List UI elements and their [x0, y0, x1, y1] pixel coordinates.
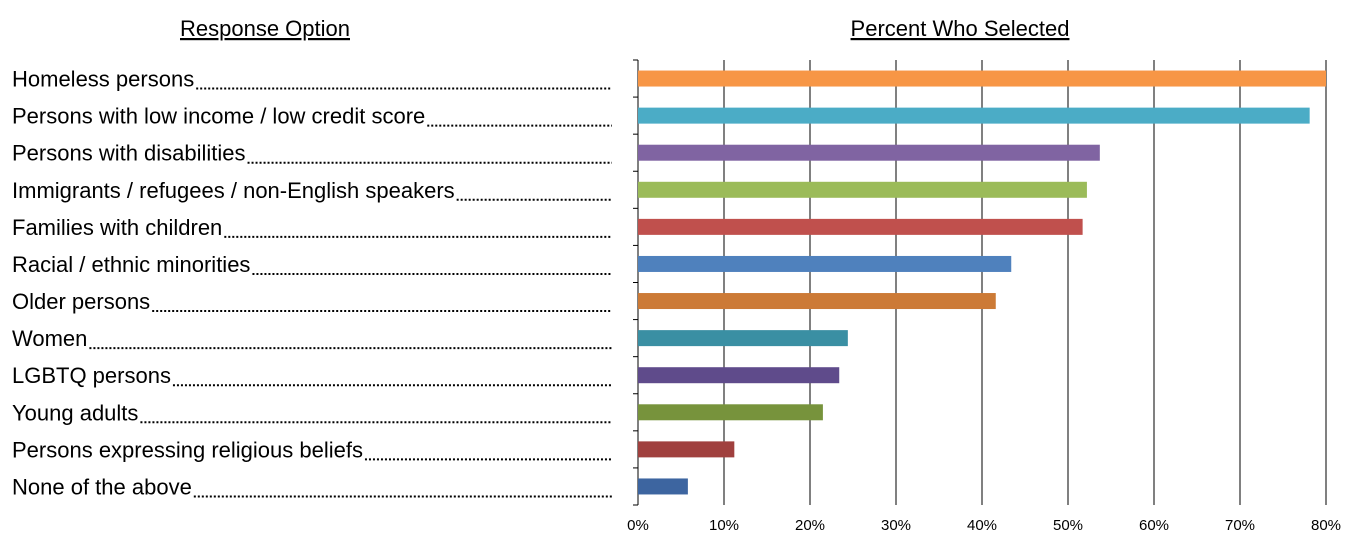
x-tick-label: 70% — [1225, 517, 1255, 534]
category-label: Persons with low income / low credit sco… — [12, 104, 425, 129]
category-label: Immigrants / refugees / non-English spea… — [12, 178, 455, 203]
x-tick-label: 0% — [627, 517, 649, 534]
category-label: Persons expressing religious beliefs — [12, 437, 363, 462]
category-label: LGBTQ persons — [12, 363, 171, 388]
category-header: Response Option — [180, 16, 350, 41]
category-label: Young adults — [12, 400, 138, 425]
bar — [638, 330, 848, 347]
bar — [638, 293, 996, 310]
x-tick-label: 30% — [881, 517, 911, 534]
x-tick-label: 10% — [709, 517, 739, 534]
category-label: None of the above — [12, 474, 192, 499]
bar — [638, 107, 1310, 124]
x-tick-label: 80% — [1311, 517, 1341, 534]
x-tick-label: 20% — [795, 517, 825, 534]
category-label: Women — [12, 326, 87, 351]
bar — [638, 70, 1326, 87]
value-header: Percent Who Selected — [851, 16, 1070, 41]
category-label: Homeless persons — [12, 67, 194, 92]
x-tick-label: 40% — [967, 517, 997, 534]
bar — [638, 218, 1083, 235]
category-label: Racial / ethnic minorities — [12, 252, 250, 277]
bar — [638, 367, 840, 384]
bar — [638, 404, 823, 421]
bar — [638, 181, 1087, 198]
x-tick-label: 50% — [1053, 517, 1083, 534]
bar — [638, 144, 1100, 161]
x-tick-label: 60% — [1139, 517, 1169, 534]
bar — [638, 478, 688, 495]
category-label: Older persons — [12, 289, 150, 314]
category-label: Families with children — [12, 215, 222, 240]
category-label: Persons with disabilities — [12, 141, 246, 166]
bar — [638, 441, 735, 458]
bar — [638, 255, 1012, 272]
